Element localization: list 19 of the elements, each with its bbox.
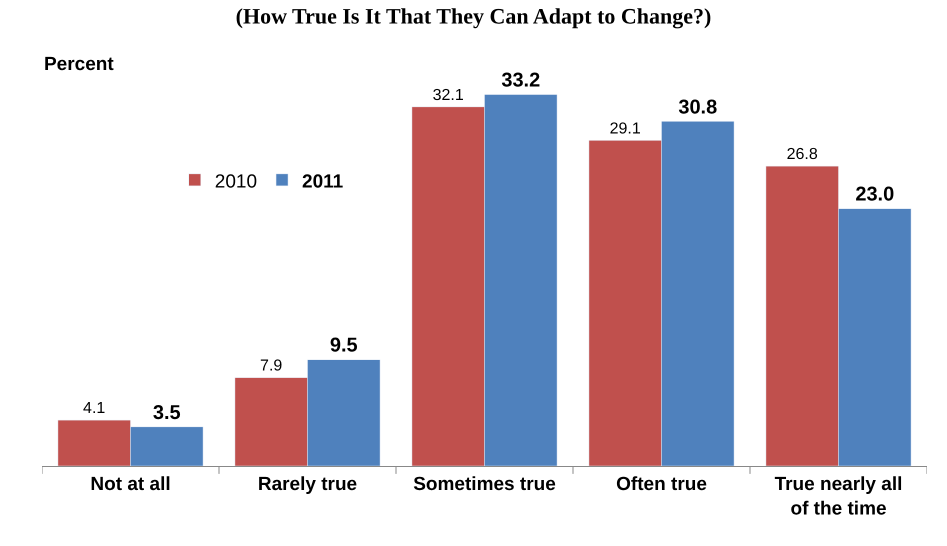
x-tick-label: Sometimes true bbox=[413, 474, 556, 495]
x-tick-label: Not at all bbox=[90, 474, 171, 495]
data-label: 30.8 bbox=[678, 96, 718, 118]
data-label: 3.5 bbox=[152, 402, 181, 424]
legend-label: 2010 bbox=[214, 171, 258, 192]
y-axis-title: Percent bbox=[44, 54, 114, 75]
data-label: 9.5 bbox=[330, 334, 358, 357]
data-label: 7.9 bbox=[260, 358, 282, 375]
data-label: 26.8 bbox=[786, 146, 818, 164]
x-tick-label: True nearly all of the time bbox=[774, 474, 902, 520]
data-label: 33.2 bbox=[501, 70, 540, 92]
data-label: 23.0 bbox=[855, 184, 894, 206]
legend-label: 2011 bbox=[302, 171, 344, 192]
x-tick-label: Often true bbox=[616, 474, 707, 495]
data-label: 4.1 bbox=[83, 400, 106, 418]
chart-title: (How True Is It That They Can Adapt to Change?) bbox=[236, 4, 712, 29]
x-tick-label: Rarely true bbox=[258, 474, 358, 495]
data-label: 29.1 bbox=[610, 120, 641, 138]
data-label: 32.1 bbox=[432, 86, 464, 104]
